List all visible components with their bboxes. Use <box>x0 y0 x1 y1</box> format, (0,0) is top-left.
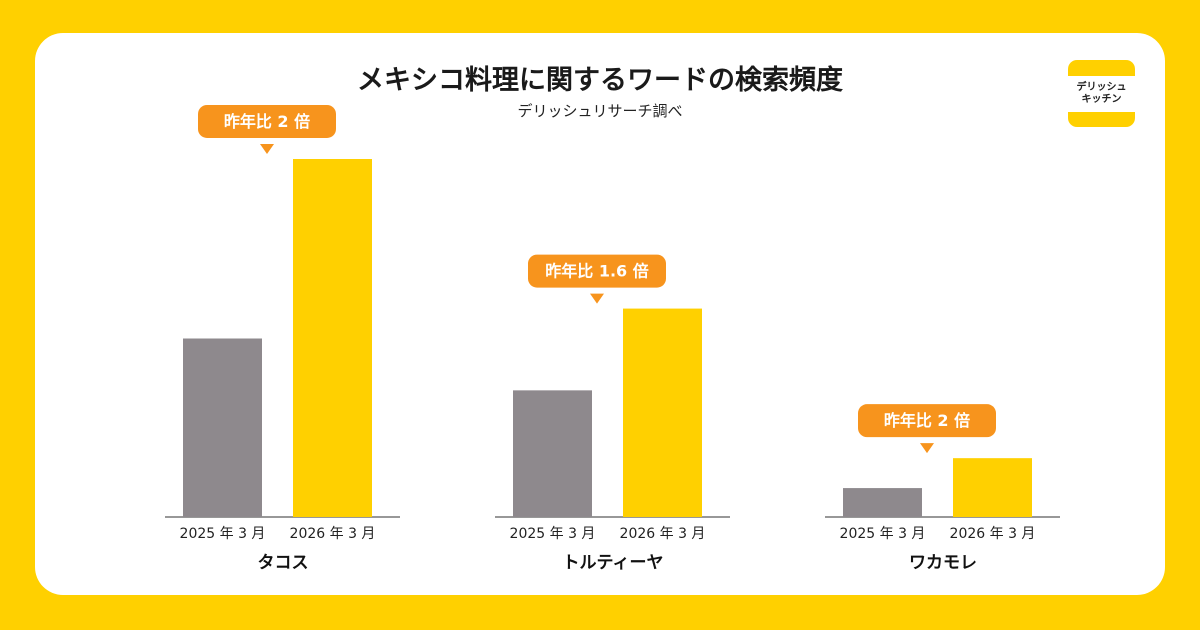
group-label: ワカモレ <box>909 553 977 573</box>
x-tick-label: 2025 年 3 月 <box>510 526 596 542</box>
brand-logo: デリッシュ キッチン <box>1068 60 1135 127</box>
bar-2026 <box>953 458 1032 517</box>
chart-subtitle: デリッシュリサーチ調べ <box>517 102 683 120</box>
callout-pointer-icon <box>920 443 934 454</box>
callout-bubble <box>528 254 666 288</box>
group-label: タコス <box>258 553 309 573</box>
logo-line-2: キッチン <box>1081 94 1122 105</box>
group-label: トルティーヤ <box>563 553 664 573</box>
callout-pointer-icon <box>260 143 274 154</box>
data-label: 昨年比 1.6 倍 <box>545 262 649 281</box>
bar-2026 <box>623 308 702 517</box>
x-tick-label: 2025 年 3 月 <box>840 526 926 542</box>
bar-2025 <box>183 338 262 517</box>
x-tick-label: 2026 年 3 月 <box>950 526 1036 542</box>
bar-2025 <box>843 488 922 517</box>
bar-2025 <box>513 390 592 517</box>
callout-bubble <box>198 104 336 138</box>
data-label: 昨年比 2 倍 <box>224 112 310 131</box>
callout-pointer-icon <box>590 293 604 304</box>
logo-line-1: デリッシュ <box>1076 82 1127 93</box>
callout-bubble <box>858 404 996 438</box>
data-label: 昨年比 2 倍 <box>884 411 970 430</box>
bar-2026 <box>293 158 372 517</box>
x-tick-label: 2026 年 3 月 <box>290 526 376 542</box>
chart-title: メキシコ料理に関するワードの検索頻度 <box>357 65 843 96</box>
x-tick-label: 2025 年 3 月 <box>180 526 266 542</box>
x-tick-label: 2026 年 3 月 <box>620 526 706 542</box>
